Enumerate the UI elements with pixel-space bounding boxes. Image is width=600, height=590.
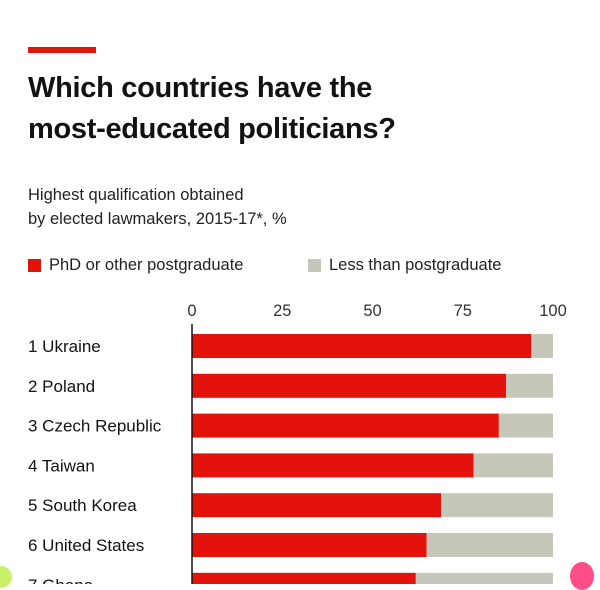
legend-swatch-postgraduate bbox=[28, 259, 41, 272]
bar-less-than-postgraduate-5-south-korea bbox=[441, 493, 553, 518]
subtitle-line-1: Highest qualification obtained bbox=[28, 186, 244, 204]
x-tick-label-100: 100 bbox=[539, 302, 567, 320]
bar-less-than-postgraduate-1-ukraine bbox=[531, 334, 553, 358]
bar-phd-or-other-postgraduate-7-ghana bbox=[192, 572, 416, 584]
category-label-1-ukraine: 1 Ukraine bbox=[28, 337, 101, 356]
bar-phd-or-other-postgraduate-1-ukraine bbox=[192, 334, 532, 358]
accent-rule bbox=[28, 47, 96, 53]
title-line-1: Which countries have the bbox=[28, 72, 373, 104]
legend-swatch-less-than-postgraduate bbox=[308, 259, 321, 272]
subtitle-line-2: by elected lawmakers, 2015-17*, % bbox=[28, 210, 287, 228]
legend-item-postgraduate: PhD or other postgraduate bbox=[28, 256, 243, 275]
category-label-5-south-korea: 5 South Korea bbox=[28, 496, 137, 515]
chart-subtitle: Highest qualification obtained by electe… bbox=[28, 183, 448, 231]
bar-phd-or-other-postgraduate-6-united-states bbox=[192, 533, 427, 557]
x-tick-label-0: 0 bbox=[187, 302, 196, 320]
corner-decoration-left bbox=[0, 566, 12, 588]
x-tick-label-75: 75 bbox=[454, 302, 472, 320]
category-label-6-united-states: 6 United States bbox=[28, 536, 144, 555]
bar-less-than-postgraduate-4-taiwan bbox=[473, 453, 553, 478]
x-tick-label-50: 50 bbox=[363, 302, 381, 320]
category-label-2-poland: 2 Poland bbox=[28, 377, 95, 396]
bar-phd-or-other-postgraduate-5-south-korea bbox=[192, 493, 442, 518]
category-label-3-czech-republic: 3 Czech Republic bbox=[28, 417, 162, 436]
bar-phd-or-other-postgraduate-4-taiwan bbox=[192, 453, 474, 478]
legend-item-less-than-postgraduate: Less than postgraduate bbox=[308, 256, 501, 275]
bar-less-than-postgraduate-2-poland bbox=[506, 373, 553, 398]
category-label-4-taiwan: 4 Taiwan bbox=[28, 456, 95, 475]
legend-label-postgraduate: PhD or other postgraduate bbox=[49, 256, 244, 274]
bar-phd-or-other-postgraduate-3-czech-republic bbox=[192, 413, 499, 438]
x-tick-label-25: 25 bbox=[273, 302, 291, 320]
title-line-2: most-educated politicians? bbox=[28, 113, 396, 145]
bar-less-than-postgraduate-3-czech-republic bbox=[498, 413, 553, 438]
bar-less-than-postgraduate-6-united-states bbox=[426, 533, 553, 557]
category-label-7-ghana: 7 Ghana bbox=[28, 576, 94, 584]
chart-title: Which countries have the most-educated p… bbox=[28, 68, 568, 150]
bar-less-than-postgraduate-7-ghana bbox=[415, 572, 553, 584]
bar-phd-or-other-postgraduate-2-poland bbox=[192, 373, 507, 398]
corner-decoration-right bbox=[570, 562, 594, 590]
legend-label-less-than-postgraduate: Less than postgraduate bbox=[329, 256, 502, 274]
